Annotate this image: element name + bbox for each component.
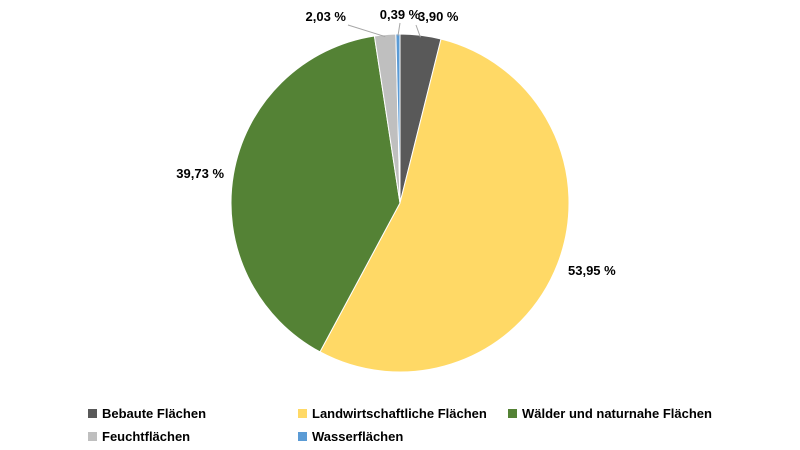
legend-item-waelder-und-naturnahe-flaechen: Wälder und naturnahe Flächen	[508, 406, 712, 421]
legend-swatch-bebaute-flaechen	[88, 409, 97, 418]
legend-item-landwirtschaftliche-flaechen: Landwirtschaftliche Flächen	[298, 406, 487, 421]
legend-label-waelder-und-naturnahe-flaechen: Wälder und naturnahe Flächen	[522, 406, 712, 421]
data-label-bebaute-flaechen: 3,90 %	[418, 9, 459, 24]
legend-label-wasserflaechen: Wasserflächen	[312, 429, 404, 444]
legend-item-feuchtflaechen: Feuchtflächen	[88, 429, 190, 444]
pie-slice-landwirtschaftliche-flaechen	[319, 38, 570, 373]
leader-line-wasserflaechen	[397, 22, 401, 37]
leader-line-feuchtflaechen	[347, 24, 386, 38]
legend-label-bebaute-flaechen: Bebaute Flächen	[102, 406, 207, 421]
legend-swatch-waelder-und-naturnahe-flaechen	[508, 409, 517, 418]
legend-swatch-feuchtflaechen	[88, 432, 97, 441]
leader-line-bebaute-flaechen	[415, 24, 421, 38]
data-label-wasserflaechen: 0,39 %	[380, 7, 421, 22]
pie-slice-waelder-und-naturnahe-flaechen	[230, 35, 401, 353]
legend-swatch-landwirtschaftliche-flaechen	[298, 409, 307, 418]
data-label-waelder-und-naturnahe-flaechen: 39,73 %	[176, 166, 224, 181]
legend-label-feuchtflaechen: Feuchtflächen	[102, 429, 191, 444]
legend-swatch-wasserflaechen	[298, 432, 307, 441]
legend-item-bebaute-flaechen: Bebaute Flächen	[88, 406, 206, 421]
legend-item-wasserflaechen: Wasserflächen	[298, 429, 403, 444]
data-label-feuchtflaechen: 2,03 %	[306, 9, 347, 24]
data-label-landwirtschaftliche-flaechen: 53,95 %	[568, 263, 616, 278]
pie-chart-plot-area: 3,90 % 53,95 % 39,73 % 2,03 % 0,39 %	[176, 7, 616, 373]
legend-label-landwirtschaftliche-flaechen: Landwirtschaftliche Flächen	[312, 406, 487, 421]
